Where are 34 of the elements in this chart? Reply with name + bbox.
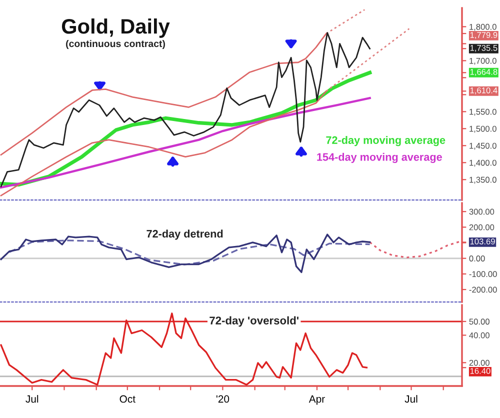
y-tick-label: 1,664.8 xyxy=(470,68,498,76)
x-tick-label: Oct xyxy=(120,395,136,403)
text: (continuous contract) xyxy=(66,40,165,50)
y-tick-label: 16.40 xyxy=(470,368,490,374)
series-label: 72-day detrend xyxy=(146,230,223,240)
y-tick-label: 1,700.0 xyxy=(470,58,496,65)
y-tick-label: 0.00 xyxy=(469,256,485,262)
y-tick-label: -100.00 xyxy=(469,271,497,278)
line-series xyxy=(8,240,371,266)
y-tick-label: 1,610.4 xyxy=(470,87,498,94)
y-tick-label: 20.00 xyxy=(469,360,490,366)
text: 72-day moving average xyxy=(326,136,446,146)
y-tick-label: 1,550.0 xyxy=(470,108,496,116)
x-tick-label: '20 xyxy=(216,395,230,403)
y-tick-label: 1,350.0 xyxy=(470,176,496,184)
y-tick-label: 1,779.9 xyxy=(470,32,498,39)
y-tick-label: -200.00 xyxy=(469,286,497,293)
text: 154-day moving average xyxy=(317,152,442,164)
y-tick-label: 50.00 xyxy=(469,318,490,325)
x-tick-label: Jul xyxy=(404,395,418,403)
y-tick-label: 300.00 xyxy=(469,208,494,215)
y-tick-label: 200.00 xyxy=(469,224,494,230)
y-tick-label: 1,735.5 xyxy=(470,44,498,52)
x-tick-label: Jul xyxy=(26,395,38,403)
y-tick-label: 1,800.0 xyxy=(470,24,496,31)
x-tick-label: Apr xyxy=(308,395,325,405)
y-tick-label: 1,500.0 xyxy=(470,126,496,133)
y-tick-label: 1,400.0 xyxy=(470,160,496,167)
chart-title: Gold, Daily xyxy=(62,18,170,38)
y-tick-label: 103.69 xyxy=(470,238,495,244)
ref-line-label: 72-day 'oversold' xyxy=(210,316,298,327)
line-series xyxy=(368,240,461,258)
y-tick-label: 1,450.0 xyxy=(470,142,496,150)
y-tick-label: 40.00 xyxy=(469,332,490,338)
